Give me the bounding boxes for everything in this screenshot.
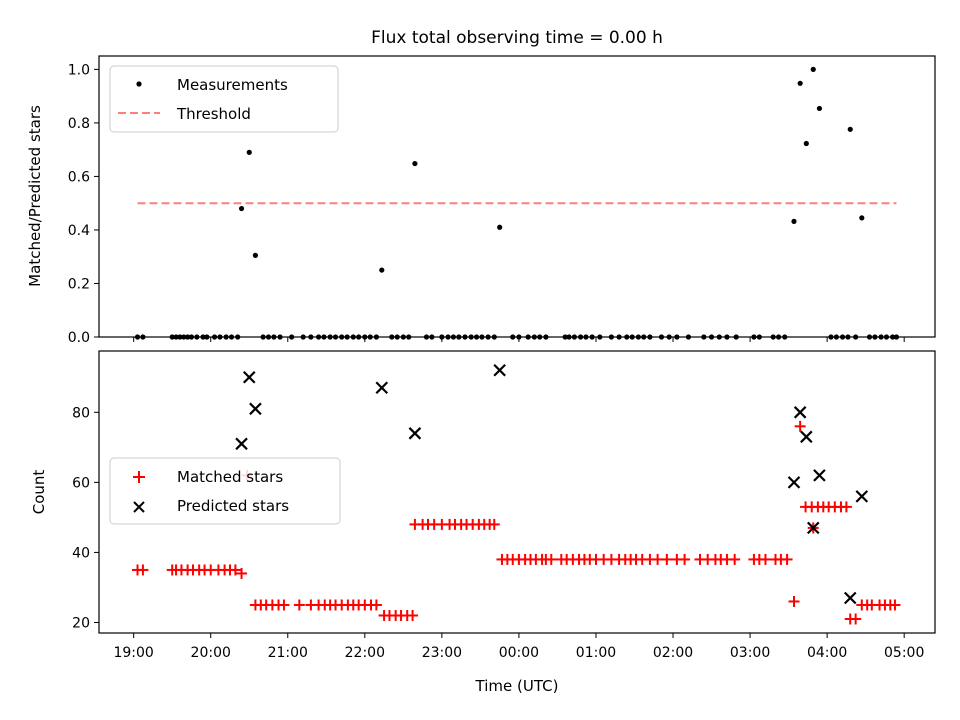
- counts-xtick-label: 00:00: [499, 645, 539, 661]
- matched-star-point: [545, 553, 557, 565]
- predicted-star-point: [800, 430, 813, 444]
- counts-xtick-label: 23:00: [422, 645, 462, 661]
- counts-xtick-label: 03:00: [730, 645, 770, 661]
- counts-xtick-label: 19:00: [113, 645, 153, 661]
- predicted-star-point: [408, 427, 422, 440]
- ratio-ytick-label: 1.0: [68, 62, 90, 78]
- counts-panel: 20 40 60 80 19:00 20:00 21:00 22:00 23:00 00:00 0…: [30, 350, 936, 695]
- matched-star-point: [407, 609, 419, 621]
- predicted-star-point: [787, 476, 801, 489]
- measurement-point: [847, 126, 853, 132]
- ratio-y-ticks: 0.0 0.2 0.4 0.6 0.8 1.0: [68, 62, 99, 346]
- predicted-star-point: [375, 381, 389, 395]
- measurement-point: [810, 66, 816, 72]
- measurement-point: [246, 149, 252, 155]
- measurement-point: [803, 140, 809, 147]
- matched-star-point: [781, 553, 793, 565]
- matched-star-point: [850, 613, 862, 625]
- legend-predicted-marker: [133, 501, 145, 513]
- counts-legend: Matched stars Predicted stars: [109, 457, 341, 525]
- counts-xtick-label: 21:00: [268, 645, 308, 661]
- counts-xtick-label: 01:00: [576, 645, 616, 661]
- counts-ytick-label: 80: [72, 405, 90, 421]
- matched-star-point: [370, 599, 382, 611]
- ratio-ytick-label: 0.8: [68, 116, 90, 132]
- predicted-star-point: [249, 402, 262, 416]
- ratio-ytick-label: 0.2: [68, 276, 90, 292]
- predicted-star-point: [235, 437, 248, 451]
- predicted-star-point: [855, 490, 869, 503]
- counts-ytick-label: 40: [72, 545, 90, 561]
- matched-star-point: [729, 553, 741, 565]
- legend-matched-label: Matched stars: [177, 468, 283, 486]
- counts-axes-frame: [98, 350, 936, 634]
- counts-xtick-label: 04:00: [807, 645, 847, 661]
- matched-star-point: [293, 599, 305, 611]
- counts-xtick-label: 20:00: [191, 645, 231, 661]
- measurement-point: [412, 160, 418, 167]
- matched-star-point: [788, 595, 800, 607]
- predicted-star-point: [242, 370, 256, 384]
- predicted-star-point: [813, 469, 826, 482]
- matched-star-point: [679, 553, 691, 565]
- counts-xtick-label: 05:00: [884, 645, 924, 661]
- counts-ytick-label: 20: [72, 615, 90, 631]
- counts-x-ticks: 19:00 20:00 21:00 22:00 23:00 00:00 01:00 02:00…: [113, 633, 924, 661]
- legend-measurement-marker: [136, 81, 142, 87]
- measurement-point: [238, 205, 245, 212]
- legend-matched-marker: [133, 471, 145, 483]
- measurement-point: [379, 267, 385, 273]
- predicted-star-point: [843, 591, 857, 605]
- matched-star-point: [236, 567, 248, 579]
- matched-star-point: [889, 599, 901, 611]
- measurement-point: [859, 215, 865, 221]
- ratio-legend: Measurements Threshold: [109, 65, 339, 133]
- ratio-panel: 0.0 0.2 0.4 0.6 0.8 1.0 Matched/Predicted sta…: [26, 55, 936, 346]
- legend-measurements-label: Measurements: [177, 76, 288, 94]
- matched-star-point: [652, 553, 664, 565]
- matched-star-point: [488, 518, 500, 530]
- ratio-ytick-label: 0.6: [68, 169, 90, 185]
- measurement-point: [797, 80, 803, 86]
- counts-ylabel: Count: [30, 470, 48, 515]
- ratio-x-ticks: [133, 337, 905, 342]
- counts-xtick-label: 22:00: [345, 645, 385, 661]
- counts-ytick-label: 60: [72, 475, 90, 491]
- predicted-star-point: [493, 363, 506, 377]
- counts-xtick-label: 02:00: [653, 645, 693, 661]
- ratio-ytick-label: 0.4: [68, 223, 90, 239]
- figure-title: Flux total observing time = 0.00 h: [371, 28, 663, 48]
- predicted-star-point: [806, 521, 820, 535]
- matched-star-point: [794, 420, 806, 432]
- ratio-ylabel: Matched/Predicted stars: [26, 105, 44, 287]
- predicted-star-point: [793, 406, 807, 419]
- legend-predicted-label: Predicted stars: [177, 497, 289, 515]
- measurement-point: [252, 252, 259, 258]
- matched-star-point: [278, 599, 290, 611]
- ratio-ytick-label: 0.0: [68, 330, 90, 346]
- measurement-point: [816, 105, 823, 112]
- matched-star-point: [137, 564, 149, 576]
- measurement-point: [791, 218, 797, 224]
- matched-star-point: [840, 501, 852, 513]
- x-axis-label: Time (UTC): [475, 677, 559, 695]
- ratio-axes-frame: [98, 55, 936, 338]
- measurement-point: [497, 224, 503, 230]
- matched-star-point: [661, 553, 673, 565]
- matched-stars-series: [132, 420, 901, 625]
- predicted-stars-series: [235, 363, 869, 605]
- matched-star-point: [759, 553, 771, 565]
- legend-threshold-label: Threshold: [176, 105, 251, 123]
- counts-y-ticks: 20 40 60 80: [72, 405, 99, 631]
- matched-star-point: [229, 564, 241, 576]
